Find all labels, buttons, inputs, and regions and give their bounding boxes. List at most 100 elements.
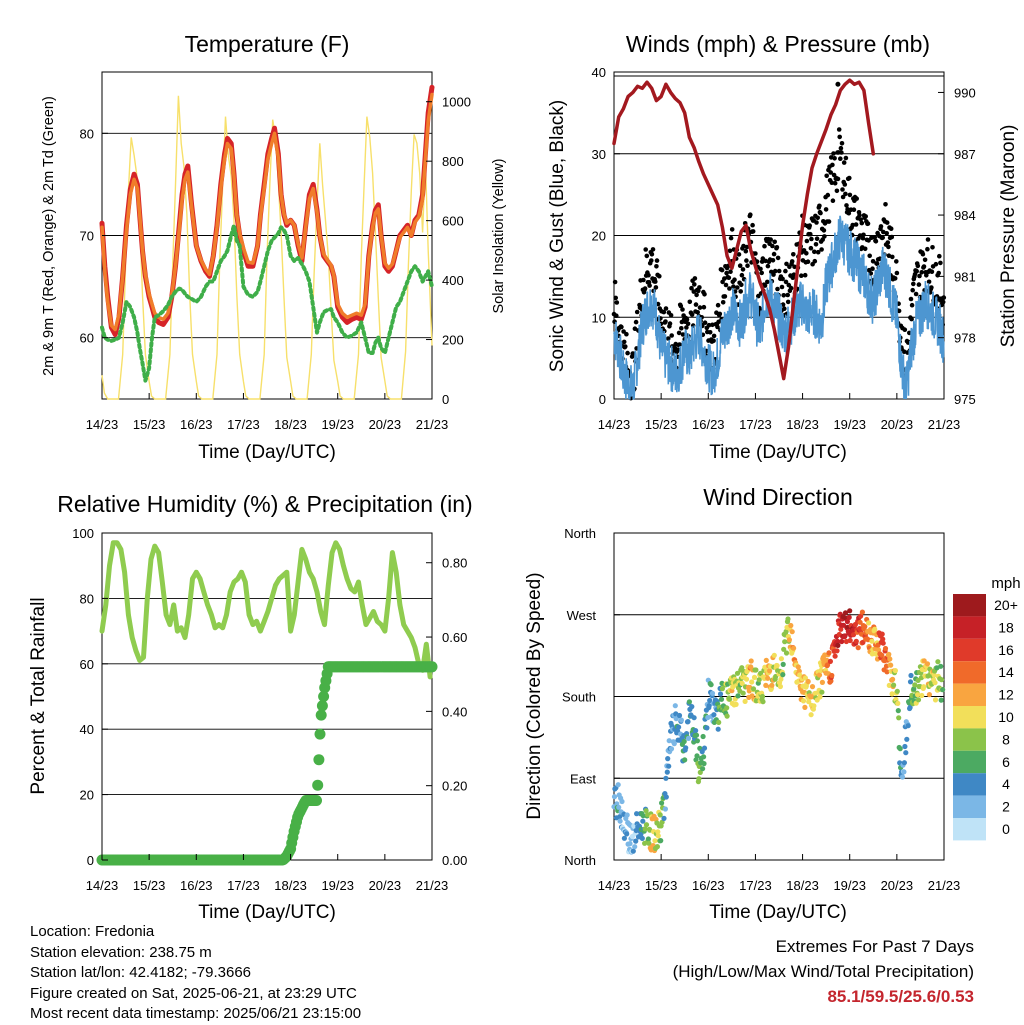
direction-point [763,682,769,689]
colorbar-swatch [953,661,986,684]
gust-point [921,264,927,269]
gust-point [667,321,673,326]
direction-point [678,717,685,723]
gust-point [836,127,842,132]
direction-xlabel: Time (Day/UTC) [709,902,847,923]
gust-point [772,268,778,274]
gust-point [937,253,942,259]
gust-point [748,212,753,217]
gust-point [825,192,831,198]
gust-point [831,151,836,156]
gust-point [663,319,668,324]
direction-point [912,682,918,688]
gust-point [711,338,716,344]
direction-point [633,838,639,844]
gust-point [770,258,776,263]
gust-point [619,324,624,330]
gust-point [711,333,717,339]
pressure-ylabel: Station Pressure (Maroon) [998,125,1019,348]
gust-point [915,263,921,269]
gust-point [930,245,935,250]
colorbar-label: 2 [1002,799,1010,815]
sonic-wind-line [613,215,945,400]
gust-point [689,285,694,291]
direction-point [659,800,665,806]
gust-point [878,224,884,229]
direction-point [686,699,693,705]
humidity-xtick-label: 18/23 [274,878,307,893]
gust-point [791,252,796,257]
gust-point [732,277,737,283]
direction-point [816,672,823,678]
direction-point [655,829,661,835]
humidity-plot-frame [101,532,433,861]
direction-point [624,831,630,837]
direction-point [701,745,708,751]
direction-point [701,761,707,767]
gust-point [870,266,875,272]
gust-point [925,246,930,252]
gust-point [884,220,890,225]
temperature-ylabel: 2m & 9m T (Red, Orange) & 2m Td (Green) [41,96,57,376]
gust-point [633,319,639,325]
direction-point [700,733,706,740]
speed-colorbar: mph 20+ 18 16 14 12 10 8 6 4 2 0 [953,575,1021,841]
direction-point [685,719,691,725]
colorbar-swatch [953,728,986,751]
direction-point [879,652,885,658]
gust-point [624,331,629,337]
direction-point [781,646,787,652]
direction-point [615,782,621,788]
gust-point [869,235,874,241]
direction-point [724,705,730,711]
temperature-x-ticks: 14/23 15/23 16/23 17/23 18/23 19/23 20/23 21/23 [86,393,448,432]
gust-point [724,270,729,276]
gust-point [910,287,915,293]
direction-point [709,690,716,697]
colorbar-title: mph [991,575,1020,592]
colorbar-swatch [953,683,986,706]
gust-point [863,214,868,219]
gust-point [873,239,879,244]
direction-point [619,798,625,805]
direction-point [873,651,879,657]
direction-ytick-label: East [570,771,596,786]
temperature-panel: Temperature (F) 60 70 80 0 200 400 600 800 1000… [41,31,507,463]
gust-point [623,344,628,349]
direction-point [783,650,790,656]
humidity-xtick-label: 16/23 [180,878,213,893]
gust-point [850,222,855,228]
direction-point [891,682,897,688]
direction-point [767,668,773,674]
rainfall-point [315,709,327,721]
humidity-ytick-label: 80 [80,591,94,606]
gust-point [680,307,685,312]
gust-point [679,326,684,331]
gust-point [940,299,946,305]
gust-point [824,173,829,179]
gust-point [929,285,934,290]
gust-point [684,325,689,330]
gust-point [842,182,848,187]
colorbar-swatch [953,638,986,662]
direction-point [869,651,875,657]
solar-rtick-label: 1000 [442,95,471,110]
gust-point [765,279,770,285]
relative-humidity-series [99,540,433,680]
winds-ytick-label: 40 [592,65,606,80]
direction-point [739,680,745,687]
rainfall-rtick-label: 0.80 [442,556,467,571]
colorbar-swatch [953,795,986,818]
gust-point [634,309,640,315]
direction-xtick-label: 14/23 [598,878,631,893]
direction-point [642,826,648,832]
gust-point [677,342,682,347]
gust-point [941,295,947,300]
rainfall-rtick-label: 0.00 [442,853,467,868]
gust-point [653,279,658,284]
gust-point [936,270,941,276]
winds-xtick-label: 17/23 [739,417,772,432]
gust-point [728,269,733,275]
gust-point [614,300,620,305]
direction-point [777,683,784,690]
